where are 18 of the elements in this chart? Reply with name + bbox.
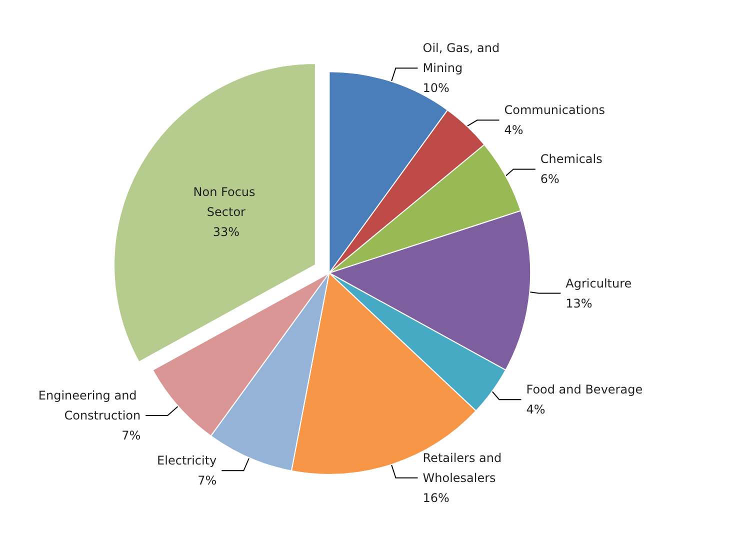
data-label: 33% [212, 225, 240, 240]
data-label: 16% [422, 490, 450, 505]
data-label: 7% [122, 428, 141, 442]
data-label: 13% [566, 296, 592, 310]
data-label: 6% [540, 172, 560, 186]
slice-label: Engineering and Construction [38, 388, 141, 422]
data-label: 7% [198, 474, 217, 488]
slice-label: Food and Beverage [526, 382, 643, 397]
data-label: 4% [504, 123, 524, 138]
slice-label: Retailers and Wholesalers [422, 450, 506, 485]
slice-label: Communications [504, 103, 606, 118]
data-label: 4% [526, 402, 546, 417]
data-label: 10% [422, 81, 450, 96]
slice-label: Agriculture [566, 276, 632, 290]
slice-label: Oil, Gas, and Mining [422, 41, 504, 76]
slice-label: Electricity [157, 454, 217, 468]
slice-label: Non Focus Sector [193, 185, 260, 220]
slice-label: Chemicals [540, 152, 602, 166]
